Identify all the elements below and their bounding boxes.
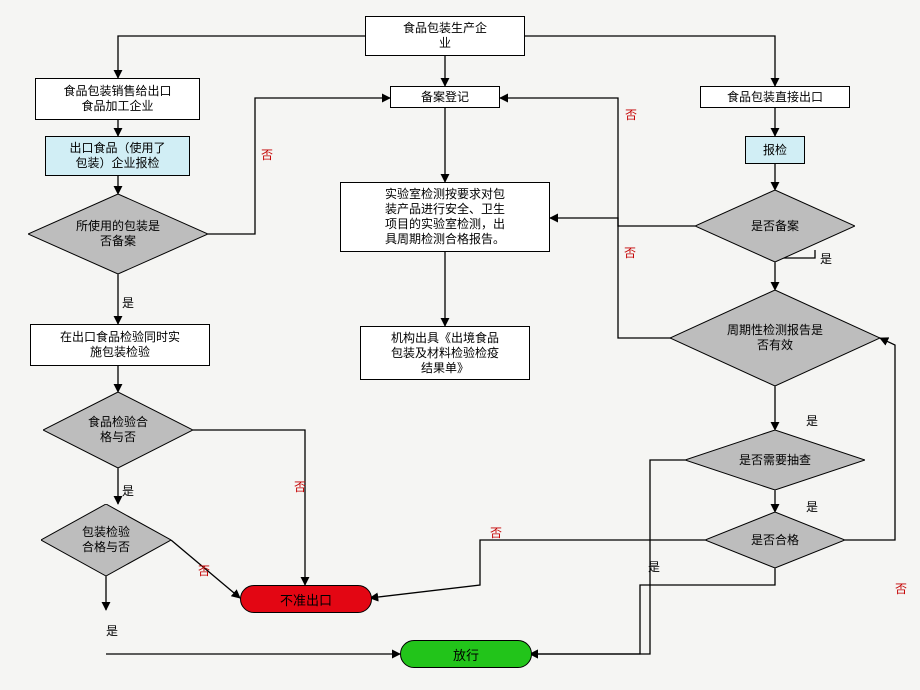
box-register: 备案登记 (390, 86, 500, 108)
diamond-left_diamond1: 所使用的包装是否备案 (28, 194, 208, 274)
edge-label-10: 否 (198, 562, 210, 579)
edge-label-5: 是 (122, 482, 134, 499)
box-left_action: 在出口食品检验同时实施包装检验 (30, 324, 210, 366)
box-right_header: 食品包装直接出口 (700, 86, 850, 108)
box-register-label: 备案登记 (421, 90, 469, 105)
edge (530, 460, 685, 654)
box-left_header-label: 食品包装销售给出口食品加工企业 (63, 84, 171, 114)
box-right_highlight-label: 报检 (763, 143, 787, 158)
box-left_header: 食品包装销售给出口食品加工企业 (35, 78, 200, 120)
diamond-right_diamond2: 周期性检测报告是否有效 (670, 290, 880, 386)
diamond-left_diamond3: 包装检验合格与否 (41, 504, 171, 576)
diamond-right_diamond4: 是否合格 (705, 512, 845, 568)
edge-label-6: 否 (294, 478, 306, 495)
box-lab_test: 实验室检测按要求对包装产品进行安全、卫生项目的实验室检测，出具周期检测合格报告。 (340, 182, 550, 252)
terminator-release: 放行 (400, 640, 532, 668)
terminator-reject-label: 不准出口 (280, 590, 332, 609)
terminator-reject: 不准出口 (240, 585, 372, 613)
edge-label-9: 否 (490, 524, 502, 541)
edge-label-13: 否 (895, 580, 907, 597)
box-lab_test-label: 实验室检测按要求对包装产品进行安全、卫生项目的实验室检测，出具周期检测合格报告。 (385, 187, 505, 247)
edge-label-12: 是 (106, 622, 118, 639)
box-right_highlight: 报检 (745, 136, 805, 164)
box-left_action-label: 在出口食品检验同时实施包装检验 (60, 330, 180, 360)
box-start-label: 食品包装生产企业 (403, 21, 487, 51)
diamond-right_diamond3: 是否需要抽查 (685, 430, 865, 490)
edge-label-1: 否 (625, 106, 637, 123)
edge (525, 36, 775, 86)
edge-label-4: 是 (820, 250, 832, 267)
edge-label-11: 是 (648, 558, 660, 575)
edge-label-2: 否 (624, 244, 636, 261)
box-left_highlight-label: 出口食品（使用了包装）企业报检 (69, 141, 165, 171)
edge (118, 36, 365, 78)
edge-label-3: 是 (122, 294, 134, 311)
box-left_highlight: 出口食品（使用了包装）企业报检 (45, 136, 190, 176)
edge-label-7: 是 (806, 412, 818, 429)
edge-label-8: 是 (806, 498, 818, 515)
edge-label-0: 否 (261, 146, 273, 163)
diamond-left_diamond2: 食品检验合格与否 (43, 392, 193, 468)
box-start: 食品包装生产企业 (365, 16, 525, 56)
box-right_header-label: 食品包装直接出口 (727, 90, 823, 105)
box-center_result: 机构出具《出境食品包装及材料检验检疫结果单》 (360, 326, 530, 380)
box-center_result-label: 机构出具《出境食品包装及材料检验检疫结果单》 (391, 331, 499, 376)
edge (530, 568, 775, 654)
terminator-release-label: 放行 (453, 645, 479, 664)
